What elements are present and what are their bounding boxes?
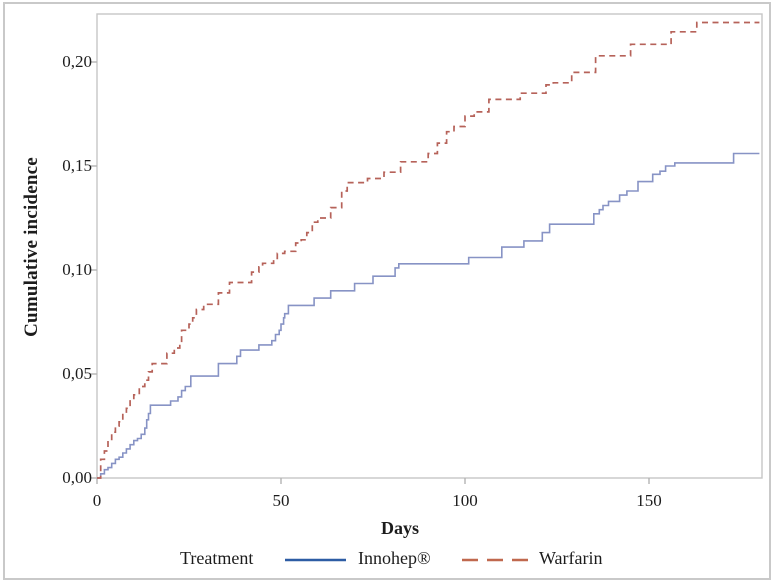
y-tick-label: 0,05 <box>62 364 92 383</box>
x-axis-title: Days <box>380 518 419 538</box>
x-tick-label: 50 <box>272 491 290 510</box>
figure-border <box>3 2 771 580</box>
x-tick-label: 100 <box>452 491 478 510</box>
curve-warfarin <box>97 21 760 479</box>
x-tick-label: 0 <box>92 491 102 510</box>
legend-label-innohep: Innohep® <box>358 548 431 568</box>
x-tick-label: 150 <box>636 491 662 510</box>
y-tick-label: 0,20 <box>62 52 92 71</box>
y-tick-label: 0,00 <box>62 468 92 487</box>
y-tick-label: 0,10 <box>62 260 92 279</box>
plot-frame <box>96 13 763 479</box>
curve-innohep <box>97 152 760 479</box>
chart-legend: Treatment Innohep® Warfarin <box>0 546 783 574</box>
legend-title: Treatment <box>180 548 254 568</box>
legend-label-warfarin: Warfarin <box>539 548 603 568</box>
y-tick-label: 0,15 <box>62 156 92 175</box>
